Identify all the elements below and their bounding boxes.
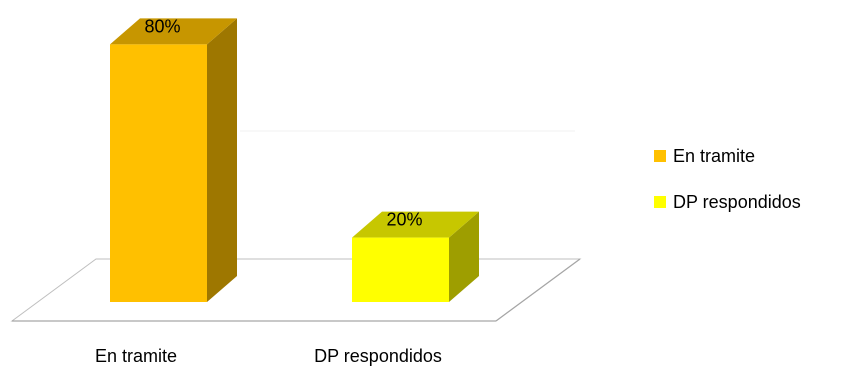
bar-top-dp-respondidos <box>352 211 479 238</box>
x-tick-labels-group: En tramite DP respondidos <box>95 346 442 366</box>
chart-floor <box>10 130 582 322</box>
bar-side-en-tramite <box>207 18 237 303</box>
legend-swatch-dp-respondidos <box>654 196 666 208</box>
floor-plane <box>10 258 582 322</box>
bar-en-tramite <box>110 18 237 303</box>
floor-right-edge <box>495 258 581 322</box>
x-tick-label-dp-respondidos: DP respondidos <box>314 346 442 366</box>
legend-item-dp-respondidos: DP respondidos <box>654 192 801 212</box>
data-labels-group: 80% 20% <box>144 16 422 229</box>
bar-front-dp-respondidos <box>352 237 449 302</box>
bars-group <box>110 18 479 303</box>
legend-label-en-tramite: En tramite <box>673 146 755 166</box>
data-label-en-tramite: 80% <box>144 16 180 36</box>
bar-side-dp-respondidos <box>449 211 479 302</box>
bar-top-en-tramite <box>110 18 237 45</box>
legend-swatch-en-tramite <box>654 150 666 162</box>
legend-label-dp-respondidos: DP respondidos <box>673 192 801 212</box>
bar-dp-respondidos <box>352 211 479 302</box>
legend-item-en-tramite: En tramite <box>654 146 755 166</box>
bar-front-en-tramite <box>110 44 207 303</box>
legend: En tramite DP respondidos <box>654 146 801 212</box>
x-tick-label-en-tramite: En tramite <box>95 346 177 366</box>
data-label-dp-respondidos: 20% <box>386 210 422 230</box>
